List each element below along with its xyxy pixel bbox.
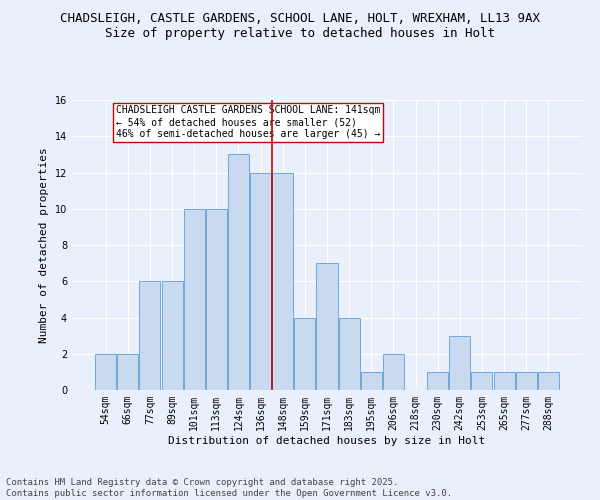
Bar: [250, 172, 271, 390]
Bar: [228, 154, 249, 390]
Text: CHADSLEIGH CASTLE GARDENS SCHOOL LANE: 141sqm
← 54% of detached houses are small: CHADSLEIGH CASTLE GARDENS SCHOOL LANE: 1…: [116, 106, 380, 138]
Text: CHADSLEIGH, CASTLE GARDENS, SCHOOL LANE, HOLT, WREXHAM, LL13 9AX: CHADSLEIGH, CASTLE GARDENS, SCHOOL LANE,…: [60, 12, 540, 26]
Bar: [472, 372, 493, 390]
Bar: [494, 372, 515, 390]
Bar: [184, 209, 205, 390]
Bar: [118, 354, 139, 390]
Bar: [361, 372, 382, 390]
Bar: [206, 209, 227, 390]
Bar: [515, 372, 536, 390]
Bar: [538, 372, 559, 390]
Bar: [316, 263, 338, 390]
Bar: [383, 354, 404, 390]
Bar: [449, 336, 470, 390]
Text: Contains HM Land Registry data © Crown copyright and database right 2025.
Contai: Contains HM Land Registry data © Crown c…: [6, 478, 452, 498]
Bar: [95, 354, 116, 390]
X-axis label: Distribution of detached houses by size in Holt: Distribution of detached houses by size …: [169, 436, 485, 446]
Bar: [427, 372, 448, 390]
Text: Size of property relative to detached houses in Holt: Size of property relative to detached ho…: [105, 28, 495, 40]
Y-axis label: Number of detached properties: Number of detached properties: [39, 147, 49, 343]
Bar: [338, 318, 359, 390]
Bar: [139, 281, 160, 390]
Bar: [272, 172, 293, 390]
Bar: [295, 318, 316, 390]
Bar: [161, 281, 182, 390]
